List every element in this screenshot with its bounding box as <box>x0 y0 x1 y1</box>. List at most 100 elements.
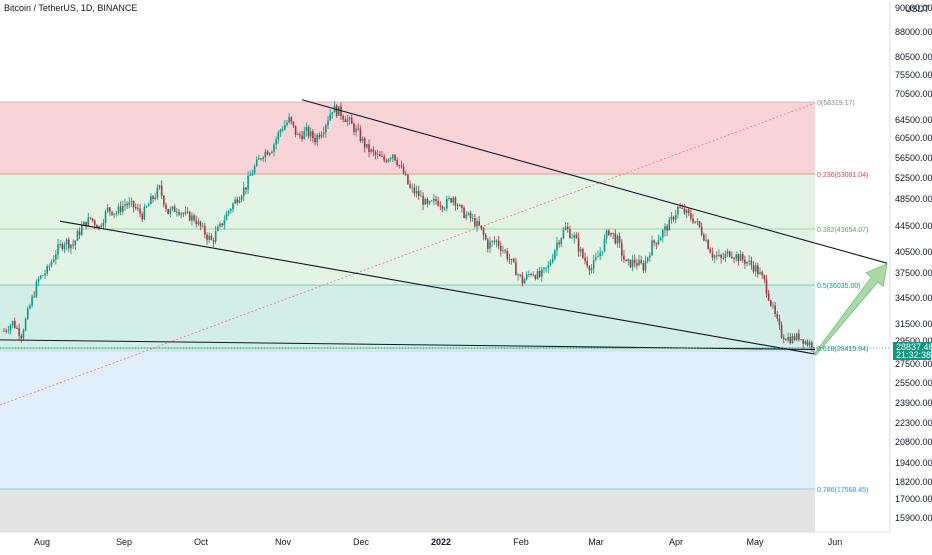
candle-body <box>750 260 753 266</box>
candle-body <box>422 195 424 205</box>
candle-body <box>126 204 128 206</box>
candle-body <box>182 213 185 215</box>
candle-body <box>398 165 401 166</box>
candle-body <box>206 234 208 240</box>
candle-body <box>698 221 701 227</box>
candle-body <box>793 336 796 340</box>
candle-body <box>629 259 632 268</box>
candle-body <box>478 220 480 226</box>
candle-body <box>70 244 72 249</box>
candle-body <box>806 341 809 346</box>
candle-body <box>91 218 94 221</box>
candle-body <box>532 274 534 276</box>
candle-body <box>446 198 448 209</box>
candle-body <box>288 117 290 123</box>
candle-body <box>566 226 569 229</box>
candle-body <box>560 238 563 245</box>
candle-body <box>193 215 195 221</box>
candle-body <box>415 190 418 194</box>
candle-body <box>303 130 306 140</box>
wedge-upper-line <box>301 99 888 264</box>
candle-body <box>314 138 316 143</box>
candle-body <box>595 257 597 260</box>
candle-body <box>471 217 474 219</box>
candle-body <box>625 259 627 262</box>
candle-body <box>752 265 755 272</box>
candle-body <box>590 268 593 271</box>
candle-body <box>63 244 66 250</box>
candle-body <box>808 342 811 346</box>
candle-body <box>199 221 202 227</box>
candle-body <box>785 339 787 341</box>
candle-body <box>592 259 595 269</box>
candle-body <box>521 275 524 284</box>
y-tick-label: 20800.00 <box>895 437 932 447</box>
candle-body <box>476 220 478 227</box>
candle-body <box>584 257 586 261</box>
y-tick-label: 22300.00 <box>895 418 932 428</box>
candle-body <box>348 117 351 120</box>
candle-body <box>770 300 772 306</box>
candle-body <box>145 206 148 208</box>
projection-arrow <box>813 263 888 356</box>
candle-body <box>320 134 323 138</box>
candle-body <box>668 219 671 231</box>
candle-body <box>718 254 720 257</box>
candle-body <box>746 261 748 264</box>
candle-body <box>184 211 187 214</box>
candle-body <box>178 211 180 215</box>
candle-body <box>124 204 126 206</box>
candle-body <box>221 223 223 226</box>
candle-body <box>389 158 392 160</box>
candle-body <box>115 212 118 214</box>
candle-body <box>450 198 452 203</box>
y-tick-label: 40500.00 <box>895 247 932 257</box>
candle-body <box>132 201 135 208</box>
y-tick-label: 27500.00 <box>895 359 932 369</box>
candle-body <box>703 234 705 241</box>
candle-body <box>284 125 286 130</box>
candle-body <box>744 259 746 264</box>
candle-body <box>579 248 582 252</box>
candle-body <box>575 234 578 239</box>
candle-body <box>141 213 144 220</box>
candle-body <box>577 238 580 252</box>
candle-body <box>554 250 556 259</box>
candle-body <box>312 131 314 139</box>
candle-body <box>350 117 353 124</box>
candle-body <box>163 195 165 205</box>
candle-body <box>651 240 653 256</box>
candle-body <box>644 260 647 271</box>
candle-body <box>430 200 433 202</box>
candle-body <box>616 235 619 244</box>
candle-body <box>353 123 355 133</box>
candle-body <box>277 132 280 140</box>
candle-body <box>437 201 439 206</box>
candle-body <box>700 226 703 235</box>
candle-body <box>493 240 496 243</box>
candle-body <box>292 121 295 126</box>
candle-body <box>266 151 269 155</box>
candle-body <box>489 241 491 249</box>
last-price-badge <box>893 342 931 360</box>
candle-body <box>681 208 684 209</box>
candle-body <box>89 217 92 219</box>
y-axis: 90000.00 88000.00 80500.00 75500.00 70500.00… <box>895 3 932 523</box>
candle-body <box>225 213 228 221</box>
candle-body <box>588 266 591 271</box>
candle-body <box>249 175 252 176</box>
candle-body <box>655 242 658 245</box>
candle-body <box>433 198 435 201</box>
candle-body <box>24 318 27 331</box>
candle-body <box>381 156 383 157</box>
candlesticks <box>3 101 815 354</box>
candle-body <box>309 131 312 137</box>
candle-body <box>271 152 273 154</box>
candle-body <box>733 258 735 259</box>
candle-body <box>366 144 368 148</box>
candle-body <box>428 201 431 204</box>
candle-body <box>767 293 770 301</box>
fib-zone-0786-1 <box>0 489 815 532</box>
